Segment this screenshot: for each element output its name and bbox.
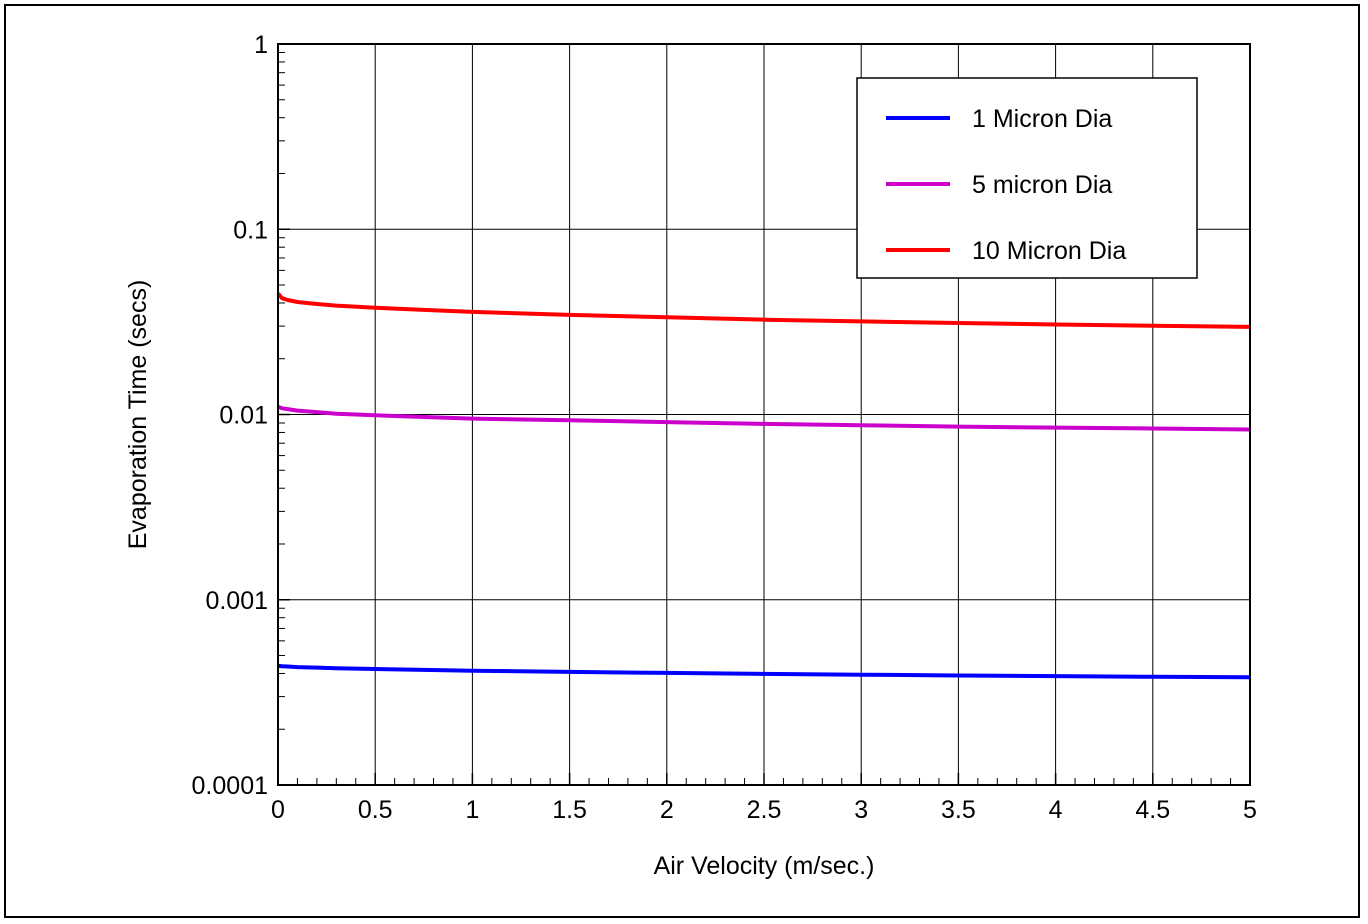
series-line-2 (277, 404, 1251, 432)
legend-label: 5 micron Dia (972, 171, 1112, 199)
x-tick-label: 1.5 (552, 796, 587, 824)
legend-label: 1 Micron Dia (972, 105, 1112, 133)
x-tick-label: 0 (271, 796, 285, 824)
series-lines (276, 292, 1251, 680)
y-tick-label: 0.001 (205, 587, 268, 615)
x-tick-label: 1 (465, 796, 479, 824)
x-tick-label: 0.5 (358, 796, 393, 824)
x-tick-label: 4.5 (1135, 796, 1170, 824)
y-tick-label: 1 (254, 31, 268, 59)
y-tick-label: 0.0001 (192, 772, 268, 800)
x-axis-tick-labels: 0 0.5 1 1.5 2 2.5 3 3.5 4 4.5 5 (271, 796, 1257, 824)
x-tick-label: 3 (854, 796, 868, 824)
x-tick-label: 5 (1243, 796, 1257, 824)
x-axis-label: Air Velocity (m/sec.) (654, 852, 875, 880)
x-tick-label: 2 (660, 796, 674, 824)
minor-ticks (277, 43, 1251, 786)
y-tick-label: 0.01 (219, 402, 268, 430)
legend-label: 10 Micron Dia (972, 237, 1126, 265)
y-axis-tick-labels: 0.0001 0.001 0.01 0.1 1 (192, 31, 268, 800)
series-line-3 (276, 292, 1251, 329)
y-tick-label: 0.1 (233, 216, 268, 244)
series-line-1 (277, 663, 1251, 680)
legend: 1 Micron Dia 5 micron Dia 10 Micron Dia (856, 77, 1198, 279)
legend-box (856, 77, 1198, 279)
x-tick-label: 4 (1049, 796, 1063, 824)
x-tick-label: 3.5 (941, 796, 976, 824)
plot-area-border (277, 43, 1251, 786)
y-axis-label: Evaporation Time (secs) (124, 280, 152, 550)
x-tick-label: 2.5 (747, 796, 782, 824)
